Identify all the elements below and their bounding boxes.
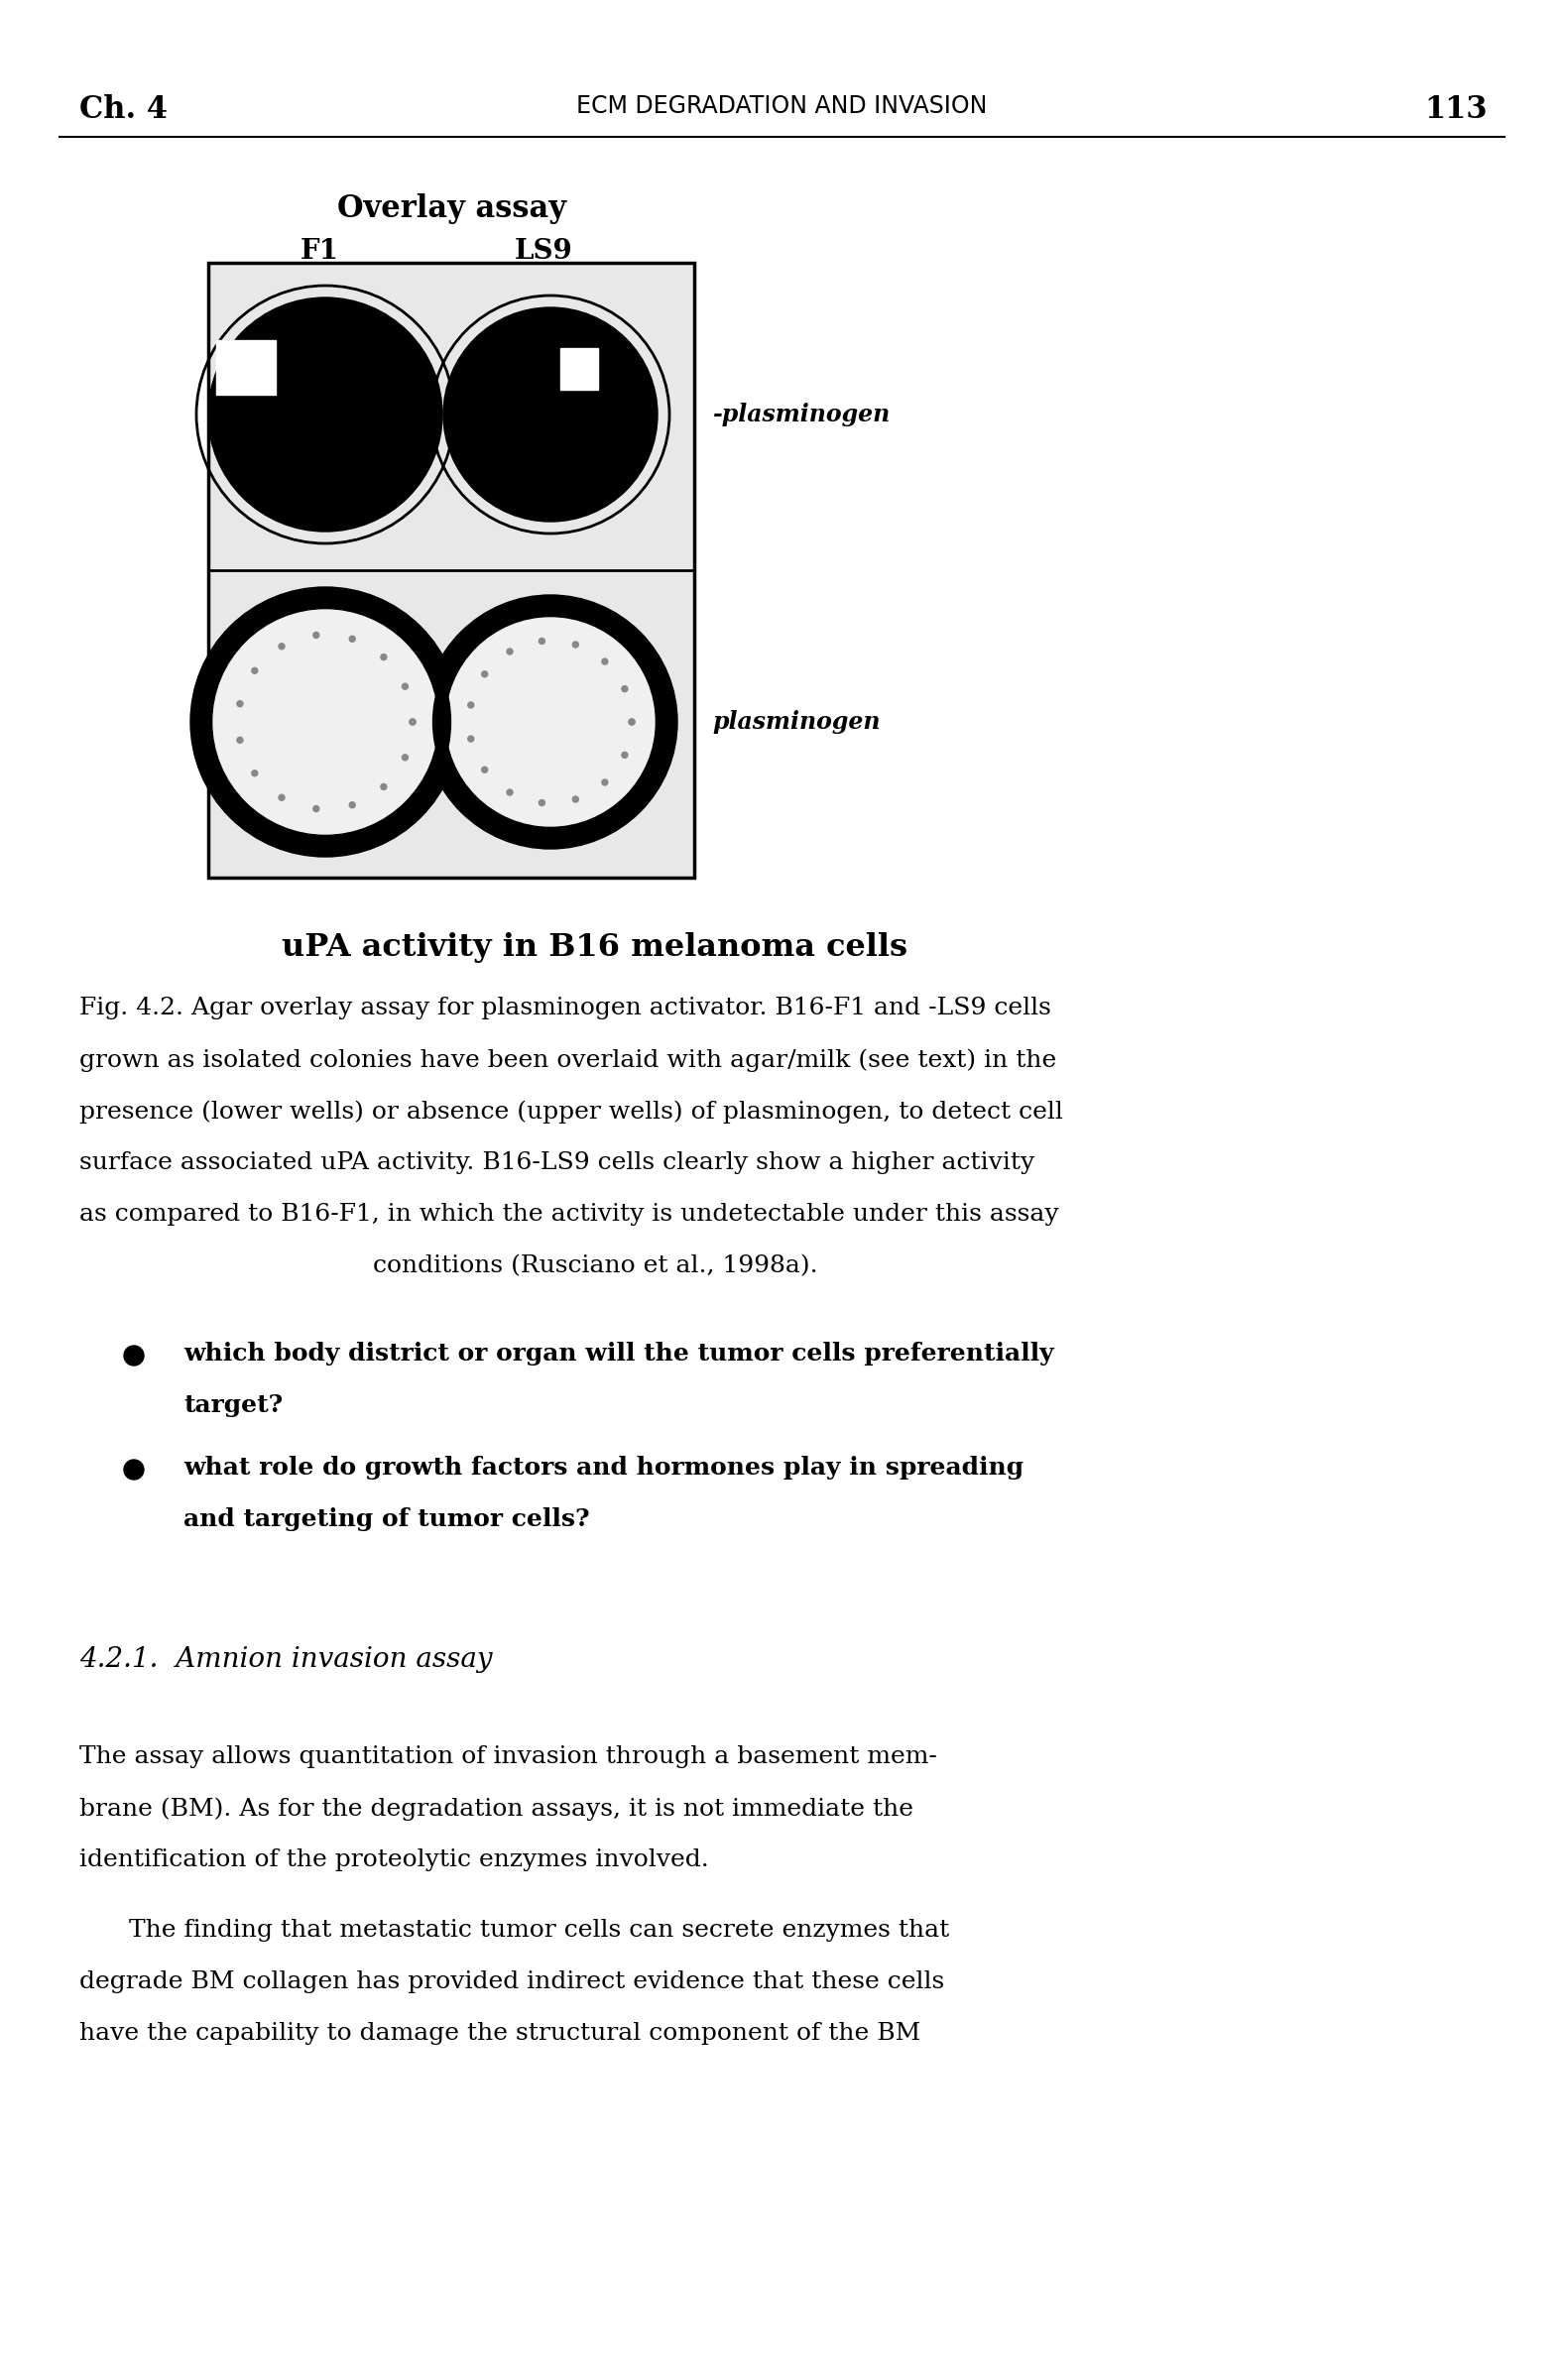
Text: degrade BM collagen has provided indirect evidence that these cells: degrade BM collagen has provided indirec… bbox=[80, 1971, 945, 1994]
Text: LS9: LS9 bbox=[515, 238, 572, 264]
Circle shape bbox=[468, 702, 474, 707]
Circle shape bbox=[252, 771, 258, 776]
Circle shape bbox=[602, 659, 608, 664]
Circle shape bbox=[446, 619, 655, 826]
Circle shape bbox=[349, 635, 355, 643]
Circle shape bbox=[124, 1345, 144, 1366]
Circle shape bbox=[507, 647, 513, 655]
Circle shape bbox=[507, 790, 513, 795]
Circle shape bbox=[349, 802, 355, 807]
Text: Overlay assay: Overlay assay bbox=[336, 193, 566, 224]
Circle shape bbox=[238, 738, 242, 743]
Text: ECM DEGRADATION AND INVASION: ECM DEGRADATION AND INVASION bbox=[576, 95, 987, 119]
Circle shape bbox=[410, 719, 416, 726]
Circle shape bbox=[313, 807, 319, 812]
Text: The finding that metastatic tumor cells can secrete enzymes that: The finding that metastatic tumor cells … bbox=[128, 1918, 949, 1942]
Bar bbox=[216, 340, 275, 395]
Circle shape bbox=[443, 307, 657, 521]
Text: target?: target? bbox=[183, 1392, 283, 1416]
Circle shape bbox=[402, 683, 408, 690]
Text: which body district or organ will the tumor cells preferentially: which body district or organ will the tu… bbox=[183, 1342, 1054, 1366]
Text: 4.2.1.  Amnion invasion assay: 4.2.1. Amnion invasion assay bbox=[80, 1647, 493, 1673]
Circle shape bbox=[208, 298, 443, 531]
Circle shape bbox=[278, 795, 285, 800]
Text: Fig. 4.2. Agar overlay assay for plasminogen activator. B16-F1 and -LS9 cells: Fig. 4.2. Agar overlay assay for plasmin… bbox=[80, 997, 1051, 1019]
Text: identification of the proteolytic enzymes involved.: identification of the proteolytic enzyme… bbox=[80, 1849, 708, 1871]
Circle shape bbox=[629, 719, 635, 726]
Text: F1: F1 bbox=[300, 238, 339, 264]
Text: The assay allows quantitation of invasion through a basement mem-: The assay allows quantitation of invasio… bbox=[80, 1745, 937, 1768]
Text: presence (lower wells) or absence (upper wells) of plasminogen, to detect cell: presence (lower wells) or absence (upper… bbox=[80, 1100, 1064, 1123]
Text: what role do growth factors and hormones play in spreading: what role do growth factors and hormones… bbox=[183, 1457, 1023, 1480]
Text: conditions (Rusciano et al., 1998a).: conditions (Rusciano et al., 1998a). bbox=[372, 1254, 818, 1278]
Circle shape bbox=[313, 633, 319, 638]
Circle shape bbox=[424, 595, 677, 850]
Circle shape bbox=[213, 609, 438, 833]
Circle shape bbox=[191, 588, 460, 857]
Text: brane (BM). As for the degradation assays, it is not immediate the: brane (BM). As for the degradation assay… bbox=[80, 1797, 913, 1821]
Circle shape bbox=[572, 643, 579, 647]
Circle shape bbox=[540, 800, 544, 807]
Circle shape bbox=[540, 638, 544, 645]
Circle shape bbox=[402, 754, 408, 759]
Text: Ch. 4: Ch. 4 bbox=[80, 95, 167, 124]
Text: surface associated uPA activity. B16-LS9 cells clearly show a higher activity: surface associated uPA activity. B16-LS9… bbox=[80, 1152, 1035, 1173]
Circle shape bbox=[380, 783, 386, 790]
Bar bbox=[208, 262, 694, 878]
Circle shape bbox=[629, 719, 635, 726]
Text: uPA activity in B16 melanoma cells: uPA activity in B16 melanoma cells bbox=[282, 933, 909, 964]
Circle shape bbox=[482, 671, 488, 678]
Circle shape bbox=[252, 669, 258, 674]
Text: -plasminogen: -plasminogen bbox=[712, 402, 890, 426]
Text: grown as isolated colonies have been overlaid with agar/milk (see text) in the: grown as isolated colonies have been ove… bbox=[80, 1047, 1056, 1071]
Text: plasminogen: plasminogen bbox=[712, 709, 881, 733]
Text: 113: 113 bbox=[1425, 95, 1487, 124]
Circle shape bbox=[622, 685, 627, 693]
Circle shape bbox=[572, 797, 579, 802]
Circle shape bbox=[622, 752, 627, 757]
Circle shape bbox=[410, 719, 416, 726]
Circle shape bbox=[602, 778, 608, 785]
Circle shape bbox=[380, 654, 386, 659]
Circle shape bbox=[468, 735, 474, 743]
Bar bbox=[560, 347, 597, 390]
Circle shape bbox=[278, 643, 285, 650]
Circle shape bbox=[124, 1459, 144, 1480]
Text: as compared to B16-F1, in which the activity is undetectable under this assay: as compared to B16-F1, in which the acti… bbox=[80, 1202, 1059, 1226]
Text: and targeting of tumor cells?: and targeting of tumor cells? bbox=[183, 1507, 590, 1530]
Circle shape bbox=[482, 766, 488, 774]
Text: have the capability to damage the structural component of the BM: have the capability to damage the struct… bbox=[80, 2023, 921, 2044]
Circle shape bbox=[238, 700, 242, 707]
